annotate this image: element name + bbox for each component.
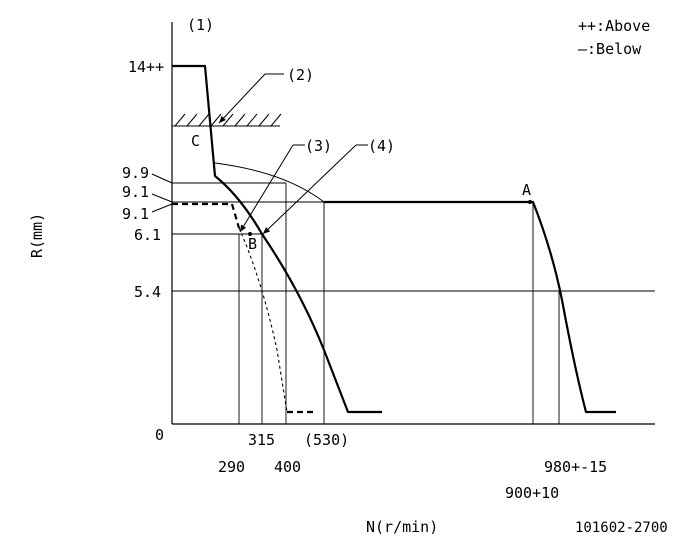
- y-tick-6-1: 6.1: [134, 226, 161, 244]
- axes: [171, 22, 655, 425]
- y-tick-9-1b: 9.1: [122, 205, 149, 223]
- point-c-label: C: [191, 132, 200, 150]
- y-tick-9-1a: 9.1: [122, 183, 149, 201]
- legend-below: —:Below: [578, 40, 642, 58]
- x-axis-label: N(r/min): [366, 518, 438, 536]
- legend-above: ++:Above: [578, 17, 650, 35]
- y-tick-5-4: 5.4: [134, 283, 161, 301]
- point-a-label: A: [522, 181, 531, 199]
- x-tick-900: 900+10: [505, 484, 559, 502]
- reference-lines-vertical: [238, 183, 560, 424]
- callout-1: (1): [187, 16, 214, 34]
- part-number: 101602-2700: [575, 520, 668, 536]
- callout-4: (4): [368, 137, 395, 155]
- y-tick-14: 14++: [128, 58, 164, 76]
- callout-leaders: [151, 73, 368, 235]
- x-tick-315: 315: [248, 431, 275, 449]
- leader-9-1a: [151, 193, 173, 203]
- reference-lines-horizontal: [172, 182, 655, 292]
- y-tick-9-9: 9.9: [122, 164, 149, 182]
- high-speed-curve: [324, 200, 616, 414]
- callout-2: (2): [287, 66, 314, 84]
- leader-4-diag: [262, 144, 357, 235]
- leader-9-9: [151, 173, 173, 184]
- x-tick-980: 980+-15: [544, 458, 607, 476]
- callout-3: (3): [305, 137, 332, 155]
- leader-2-diag: [218, 73, 266, 124]
- full-load-arc: [214, 162, 325, 203]
- x-tick-400: 400: [274, 458, 301, 476]
- below-dashed-plateau: [172, 202, 241, 229]
- below-dashed-curve: [238, 227, 288, 413]
- leader-9-1b: [151, 203, 173, 213]
- point-b-label: B: [248, 235, 257, 253]
- leader-3-diag: [239, 144, 294, 233]
- point-b-marker: [248, 232, 252, 236]
- origin-label: 0: [155, 426, 164, 444]
- x-tick-530: (530): [304, 431, 349, 449]
- x-tick-290: 290: [218, 458, 245, 476]
- stopper-hatch: [172, 113, 282, 127]
- y-axis-label: R(mm): [28, 213, 46, 258]
- point-a-marker: [528, 200, 532, 204]
- main-characteristic-curve: [172, 64, 382, 414]
